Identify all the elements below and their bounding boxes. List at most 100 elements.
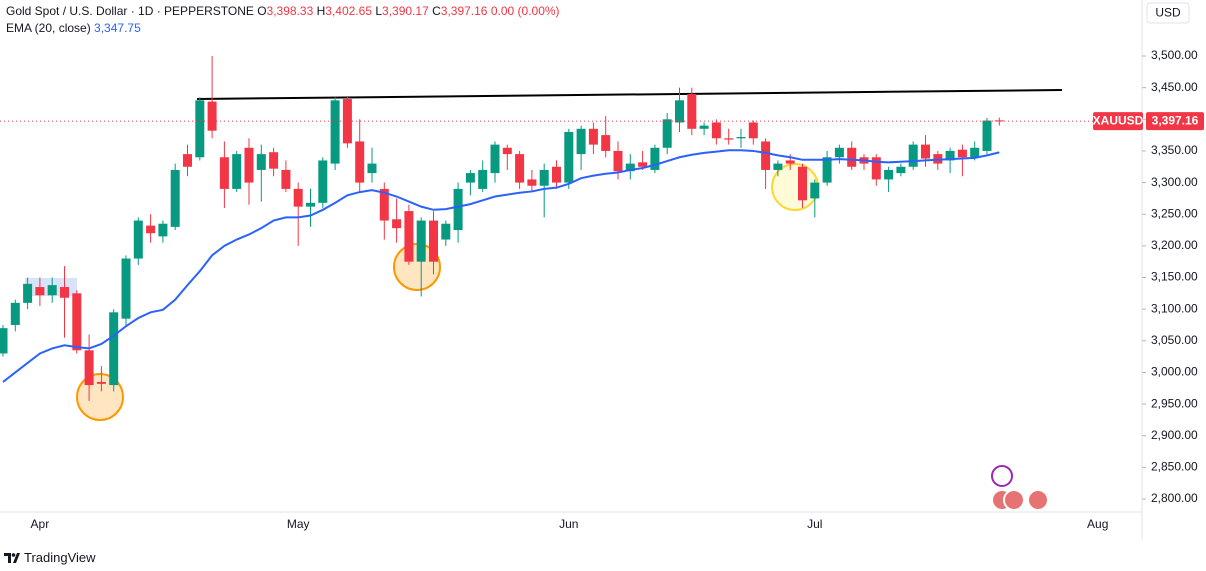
y-tick-label: 3,050.00 (1151, 333, 1198, 347)
candle-body (10, 302, 20, 325)
candle-body (0, 328, 8, 354)
candle-body (121, 258, 131, 319)
candle-body (465, 173, 475, 183)
y-tick-label: 3,200.00 (1151, 238, 1198, 252)
candle-body (994, 120, 1004, 122)
y-tick-label: 3,500.00 (1151, 48, 1198, 62)
candle-body (834, 147, 844, 158)
candle-body (650, 147, 660, 170)
x-tick-label: Jun (559, 517, 578, 531)
candle-body (552, 166, 561, 183)
legend: Gold Spot / U.S. Dollar · 1D · PEPPERSTO… (6, 3, 560, 37)
ohlc-value: 3,398.33 (266, 4, 314, 18)
y-tick-label: 3,000.00 (1151, 365, 1198, 379)
y-tick-label: 2,850.00 (1151, 460, 1198, 474)
ohlc-value: 3,390.17 (382, 4, 429, 18)
candle-body (244, 147, 254, 183)
event-icon[interactable] (991, 465, 1013, 487)
candle-body (798, 166, 807, 201)
y-tick-label: 2,800.00 (1151, 491, 1198, 505)
candle-body (293, 188, 303, 207)
y-tick-label: 3,350.00 (1151, 143, 1198, 157)
candle-body (109, 312, 119, 386)
currency: USD (1155, 6, 1181, 20)
candle-body (921, 144, 930, 159)
candle-body (502, 147, 512, 155)
brand: TradingView (24, 550, 96, 565)
candle-body (429, 220, 438, 262)
candle-body (539, 169, 549, 186)
candle-body (96, 381, 106, 384)
currency-button[interactable] (1146, 2, 1190, 24)
candle-body (170, 169, 180, 227)
candle-body (183, 154, 192, 167)
indicator-row: EMA (20, close) 3,347.75 (6, 20, 560, 37)
candle-body (613, 150, 623, 172)
symbol-row: Gold Spot / U.S. Dollar · 1D · PEPPERSTO… (6, 3, 560, 20)
candle-body (773, 163, 783, 170)
ohlc-key: H (316, 4, 326, 18)
symbol-title: Gold Spot / U.S. Dollar · 1D · PEPPERSTO… (6, 4, 254, 18)
event-icon[interactable] (1003, 489, 1025, 511)
logo (4, 552, 20, 563)
candle-body (219, 157, 229, 189)
x-tick-label: May (287, 517, 310, 531)
candle-body (601, 135, 611, 151)
candle-body (527, 179, 537, 186)
candle-body (72, 293, 82, 351)
trend-line (196, 89, 1063, 100)
ohlc-value: 3,402.65 (325, 4, 372, 18)
candle-body (748, 122, 758, 139)
candle-body (945, 150, 955, 161)
candle-body (908, 144, 918, 167)
ohlc-key: L (375, 4, 383, 18)
candle-body (625, 163, 635, 172)
x-tick-label: Apr (31, 517, 50, 531)
candle-body (711, 122, 721, 139)
x-tick-label: Jul (807, 517, 822, 531)
candle-body (441, 223, 451, 240)
candle-body (847, 147, 857, 167)
y-tick-label: 3,450.00 (1151, 80, 1198, 94)
candle-body (982, 120, 992, 151)
candle-body (588, 128, 598, 145)
candle-body (158, 223, 168, 237)
event-icons (991, 465, 1049, 511)
candle-body (478, 169, 488, 189)
candle-body (207, 101, 217, 131)
event-icon[interactable] (1027, 489, 1049, 511)
candle-body (416, 220, 426, 262)
candle-body (785, 160, 795, 164)
candle-body (736, 137, 746, 139)
candle-body (232, 154, 242, 189)
candle-body (564, 131, 574, 183)
symbol-tag (1093, 112, 1143, 131)
candle-body (133, 220, 143, 259)
candle-body (256, 154, 266, 170)
candle-body (84, 350, 94, 386)
candles (0, 56, 1004, 401)
ohlc-key: O (257, 4, 267, 18)
candle-body (269, 152, 279, 169)
candle-body (392, 219, 402, 229)
candle-body (515, 154, 525, 183)
candle-body (662, 119, 672, 148)
candle-body (379, 188, 389, 221)
candle-body (576, 128, 586, 155)
candle-body (638, 162, 648, 167)
candle-body (306, 202, 315, 207)
candle-body (884, 169, 894, 180)
candle-body (404, 211, 414, 262)
indicator-value: 3,347.75 (94, 21, 141, 35)
candle-body (699, 125, 709, 129)
symbol-tag-label: XAUUSD (1093, 113, 1144, 127)
candle-body (367, 163, 377, 174)
price-tag-label: 3,397.16 (1152, 113, 1199, 127)
candle-body (23, 283, 33, 303)
y-tick-label: 3,300.00 (1151, 175, 1198, 189)
candle-body (871, 157, 881, 180)
indicator-name: EMA (20, close) (6, 21, 91, 35)
y-tick-label: 3,150.00 (1151, 270, 1198, 284)
